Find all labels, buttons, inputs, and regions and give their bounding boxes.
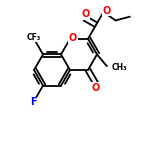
Text: O: O: [102, 6, 111, 16]
Text: O: O: [92, 83, 100, 93]
Text: F: F: [30, 97, 37, 107]
Text: CF₃: CF₃: [26, 33, 40, 42]
Text: O: O: [69, 33, 77, 43]
Text: CH₃: CH₃: [112, 63, 127, 72]
Text: O: O: [82, 9, 90, 19]
